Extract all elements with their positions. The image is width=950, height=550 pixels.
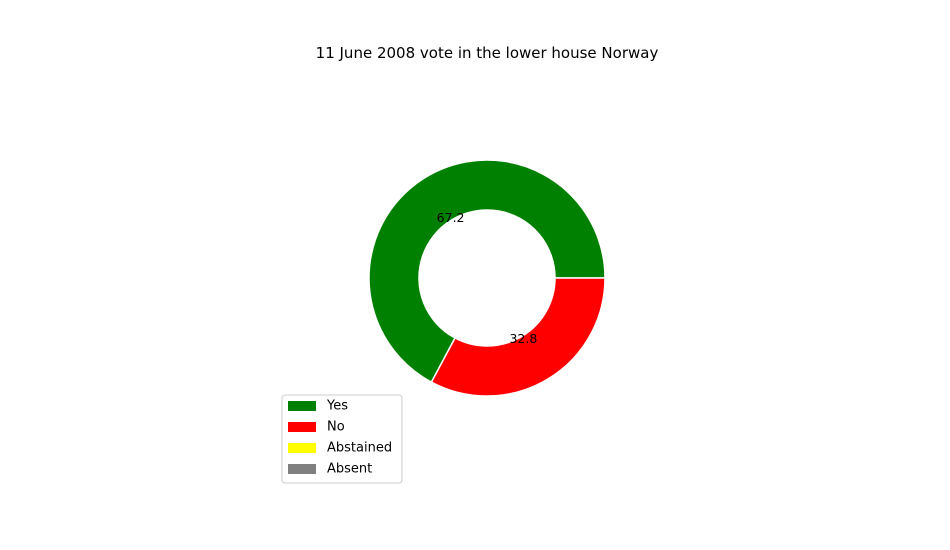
slice-label-yes: 67.2 xyxy=(437,210,465,225)
legend-swatch-yes xyxy=(288,401,316,411)
legend-label-no: No xyxy=(327,420,345,435)
legend-swatch-absent xyxy=(288,464,316,474)
slice-labels-layer: 67.2 32.8 xyxy=(437,210,538,346)
slice-yes xyxy=(368,159,606,383)
legend-label-abstained: Abstained xyxy=(327,441,392,456)
chart-title: 11 June 2008 vote in the lower house Nor… xyxy=(316,44,659,62)
legend-frame xyxy=(281,394,403,484)
legend: Yes No Abstained Absent xyxy=(281,394,403,484)
legend-label-absent: Absent xyxy=(327,462,372,477)
slices-layer xyxy=(368,159,606,397)
slice-no xyxy=(430,277,606,397)
legend-swatch-no xyxy=(288,422,316,432)
legend-label-yes: Yes xyxy=(326,399,348,414)
slice-label-no: 32.8 xyxy=(509,331,537,346)
legend-swatch-abstained xyxy=(288,443,316,453)
